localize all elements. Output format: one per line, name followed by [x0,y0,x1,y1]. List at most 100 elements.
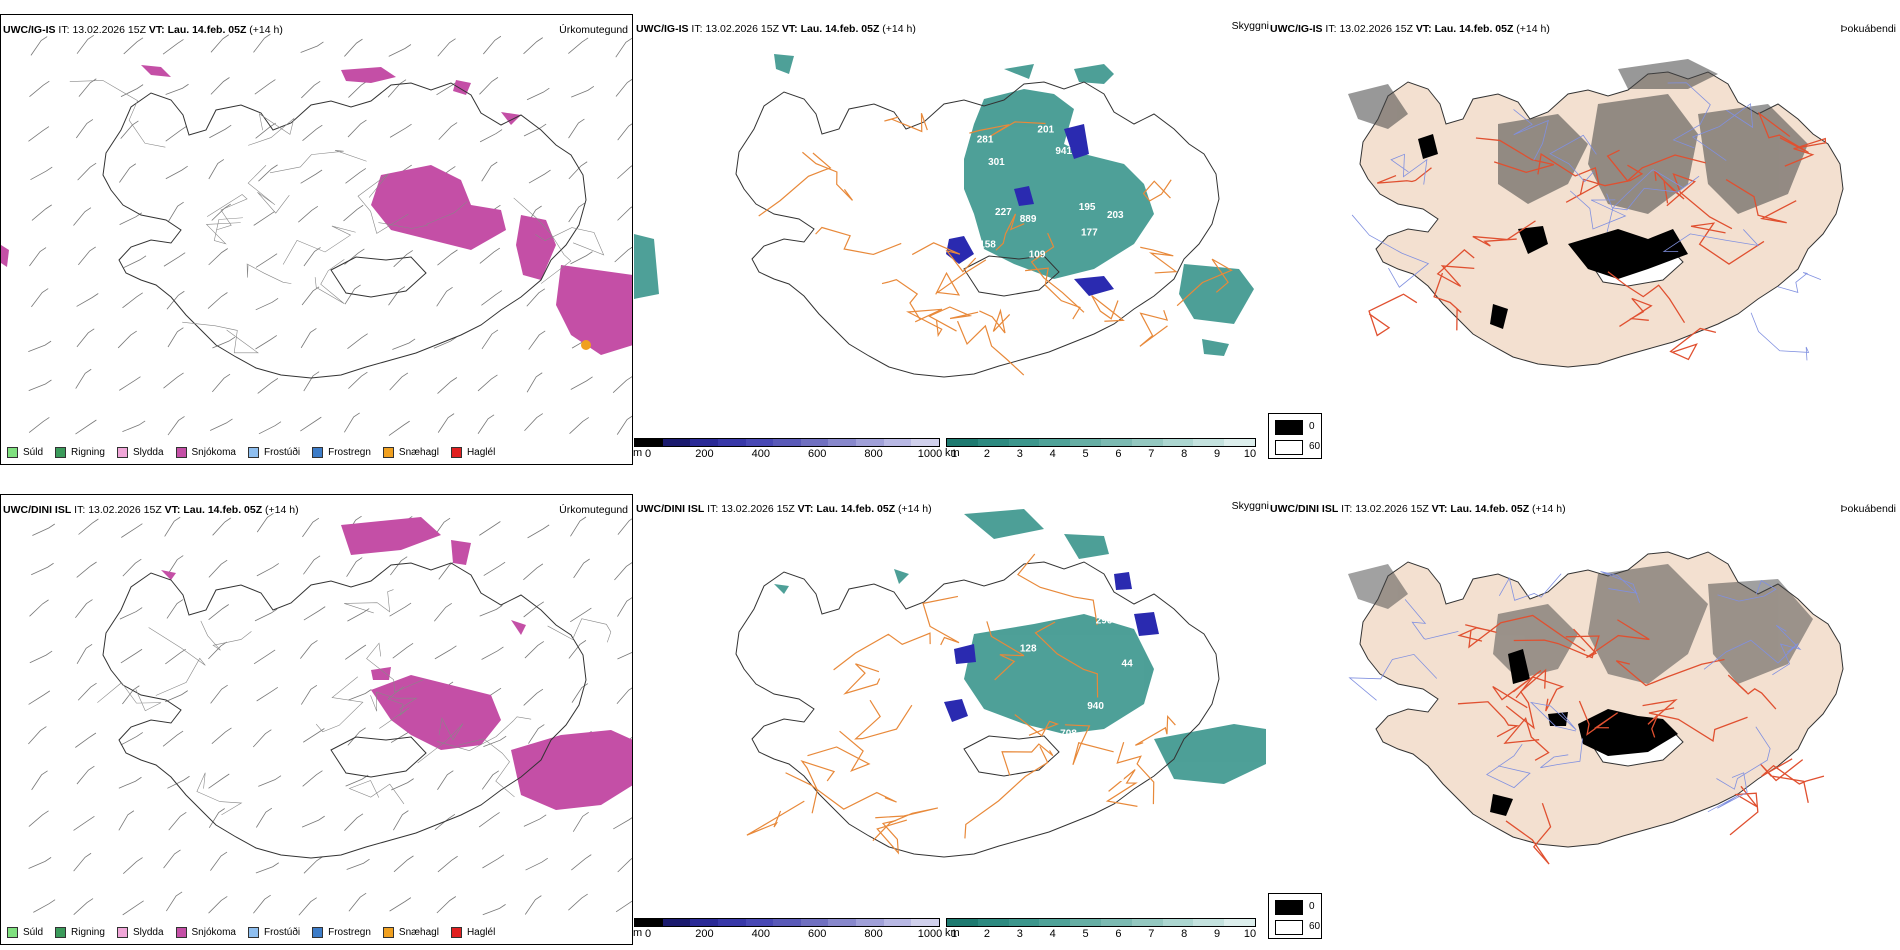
cloud-base-value-label: 128 [1020,643,1037,654]
snow-areas [1,65,632,355]
colorbar-tick: 1 [950,928,958,940]
road-line [1515,676,1565,712]
cloudbase-colorbar: 0 200 400 600 800 1000 m [633,438,942,461]
wind-barb [482,854,505,869]
cloud-base-value-label: 158 [979,239,996,250]
wind-barb [348,371,368,389]
road-line [1537,152,1600,203]
road-line [979,308,1011,334]
wind-barb [348,892,367,912]
wind-barb [256,807,273,828]
glacier-outline [963,735,1060,777]
legend-label: Snjókoma [191,447,236,458]
wind-barb [167,327,184,348]
panel-header: UWC/IG-IS IT: 13.02.2026 15Z VT: Lau. 14… [636,23,916,35]
wind-barb [300,41,324,53]
colorbar-segment [828,439,857,446]
wind-barb [29,80,50,97]
wind-barb [568,37,589,54]
colorbar-segment [1070,919,1101,926]
legend-swatch [247,447,259,458]
wind-barb [256,686,279,702]
road-line [1116,741,1155,805]
road-line [1135,714,1176,746]
cloud-base-value-label: 201 [1037,124,1054,135]
wind-barb [119,607,143,620]
road-line [246,263,292,284]
road-line [995,213,1025,251]
wind-barb [208,559,228,578]
road-line [1176,258,1233,307]
wind-barb [528,330,546,350]
wind-barb [208,773,230,789]
cloud-base-value-label: 281 [977,134,994,145]
fog-index-legend: 0 60 [1268,413,1322,459]
wind-barb [163,252,186,267]
legend-label: Frostregn [328,447,371,458]
wind-barb [437,38,456,57]
road-line [1368,293,1418,337]
wind-barb [523,688,544,706]
wind-barb [300,684,318,705]
cloud-base-value-label: 392 [1135,256,1152,267]
snow-areas [161,517,632,810]
road-line [513,197,572,284]
wind-barb [614,246,632,263]
legend-swatch [116,447,128,458]
wind-barb [301,286,320,306]
wind-barb [615,37,632,58]
wind-barb [302,517,320,538]
road-line [1457,701,1520,738]
road-line [1772,624,1802,676]
wind-barb [119,163,137,183]
precip-legend-item: Haglél [450,927,495,938]
fog-panel-top: UWC/IG-IS IT: 13.02.2026 15Z VT: Lau. 14… [1268,14,1900,414]
road-line [417,717,464,764]
precip-legend: Súld Rigning Slydda Snjókoma Frostúði Frostre… [7,447,507,458]
cloudbase-colorbar: 0 200 400 600 800 1000 m [633,918,942,941]
wind-barb [122,900,144,916]
wind-barb [168,201,184,222]
road-line [1351,214,1430,288]
road-line [1578,700,1619,736]
colorbar-segment [690,439,718,446]
wind-barb [31,562,54,576]
legend-swatch [450,927,462,938]
colorbar-tick: 0 [644,928,652,940]
colorbar-tick: 3 [1016,928,1023,940]
wind-barb [568,893,588,911]
colorbar-tick: 1 [950,448,958,460]
wind-barb [523,37,543,55]
panel-title: Skyggni [1231,500,1269,512]
wind-barb [528,169,551,184]
wind-barb [164,516,181,537]
panel-header: UWC/DINI ISL IT: 13.02.2026 15Z VT: Lau.… [1270,503,1566,515]
wind-barb [570,251,593,265]
wind-barb [73,898,94,915]
precip-legend-item: Frostúði [247,447,300,458]
wind-barb [303,728,325,743]
wind-barb [568,640,587,659]
wind-barb [570,516,587,537]
wind-barb [256,512,274,533]
precip-legend-item: Haglél [450,447,495,458]
wind-barb [28,726,47,745]
wind-barb [77,162,97,181]
colorbar-tick: 8 [1181,928,1188,940]
legend-label: Slydda [132,447,164,458]
wind-barb [481,646,504,660]
colorbar-segment [1162,919,1194,926]
wind-barb [165,126,187,142]
cloud-vis-panel-bottom: 422 185 642 344 708 128 295 296 312 44 940 UWC/DIN… [633,494,1269,945]
colorbar-segment [800,439,829,446]
wind-barb [257,378,279,394]
colorbar-segment [911,919,940,926]
road-line [1750,312,1810,361]
precip-legend-item: Rigning [55,447,105,458]
wind-barb [210,684,228,704]
cloud-base-value-label: 295 [1024,588,1041,599]
wind-barb [255,253,278,268]
road-line [964,746,1049,839]
wind-barb [346,557,363,577]
wind-barb [29,247,47,267]
